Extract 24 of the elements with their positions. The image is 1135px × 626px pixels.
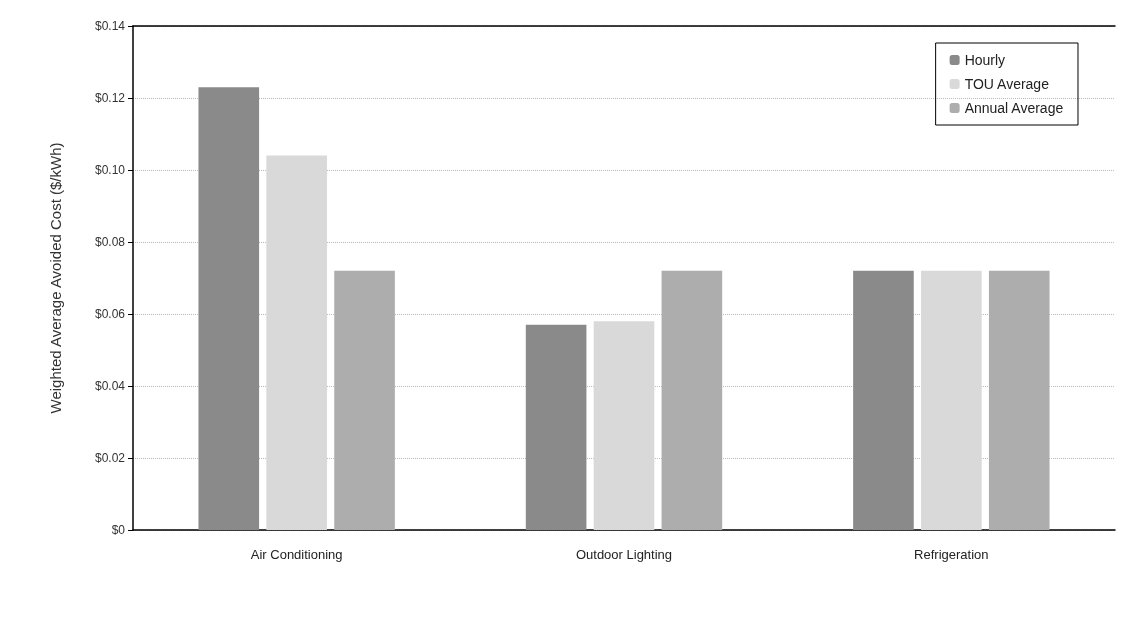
- bar: [988, 270, 1050, 530]
- legend-label: Annual Average: [964, 100, 1064, 116]
- bar: [525, 324, 587, 530]
- bar: [266, 155, 327, 530]
- bar: [921, 270, 982, 530]
- y-tick-label: $0.12: [94, 91, 126, 105]
- y-tick-label: $0: [111, 523, 126, 537]
- y-tick-label: $0.08: [94, 235, 126, 249]
- y-tick-label: $0.10: [94, 163, 126, 177]
- bar: [661, 270, 723, 530]
- bar: [593, 321, 655, 530]
- y-tick-label: $0.06: [94, 307, 126, 321]
- y-axis-title: Weighted Average Avoided Cost ($/kWh): [47, 142, 64, 414]
- legend-label: TOU Average: [964, 76, 1050, 92]
- x-tick-label: Air Conditioning: [250, 547, 343, 562]
- bar: [334, 270, 395, 530]
- legend-label: Hourly: [964, 52, 1006, 68]
- bar: [198, 87, 260, 530]
- x-tick-label: Refrigeration: [914, 547, 989, 562]
- y-tick-label: $0.14: [94, 19, 126, 33]
- bar: [853, 270, 914, 530]
- y-tick-label: $0.04: [94, 379, 126, 393]
- y-tick-label: $0.02: [94, 451, 126, 465]
- x-tick-label: Outdoor Lighting: [575, 547, 673, 562]
